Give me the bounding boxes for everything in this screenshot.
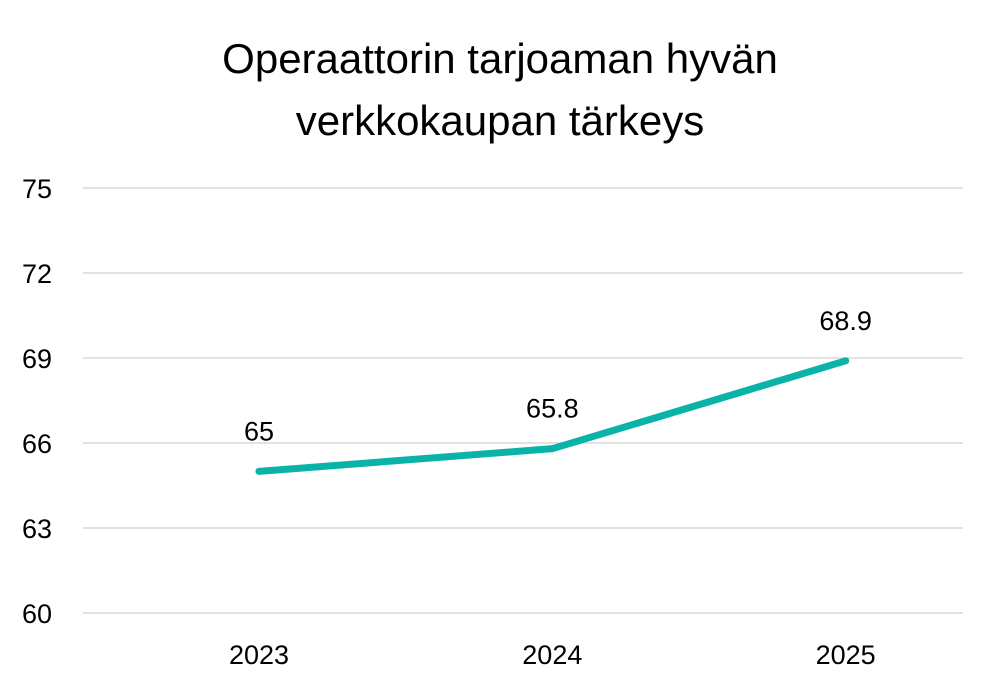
data-point [255,467,263,475]
data-point [548,445,556,453]
x-axis-tick-labels: 2023 2024 2025 [229,640,876,670]
y-tick-label: 69 [22,344,52,374]
x-tick-label: 2024 [522,640,582,670]
x-tick-label: 2025 [816,640,876,670]
gridlines [83,187,963,614]
data-label: 68.9 [819,306,872,336]
y-tick-label: 75 [22,174,52,204]
series-layer [255,357,850,475]
y-axis-tick-labels: 60 63 66 69 72 75 [22,174,52,629]
x-tick-label: 2023 [229,640,289,670]
data-label: 65.8 [526,394,579,424]
chart-title: Operaattorin tarjoaman hyvän verkkokaupa… [0,28,1000,152]
y-tick-label: 63 [22,514,52,544]
chart-title-line-1: Operaattorin tarjoaman hyvän [222,35,778,82]
y-tick-label: 66 [22,429,52,459]
data-label: 65 [244,416,274,446]
y-tick-label: 72 [22,259,52,289]
chart-title-line-2: verkkokaupan tärkeys [295,97,705,144]
y-tick-label: 60 [22,599,52,629]
data-point [842,357,850,365]
data-labels: 65 65.8 68.9 [244,306,872,447]
